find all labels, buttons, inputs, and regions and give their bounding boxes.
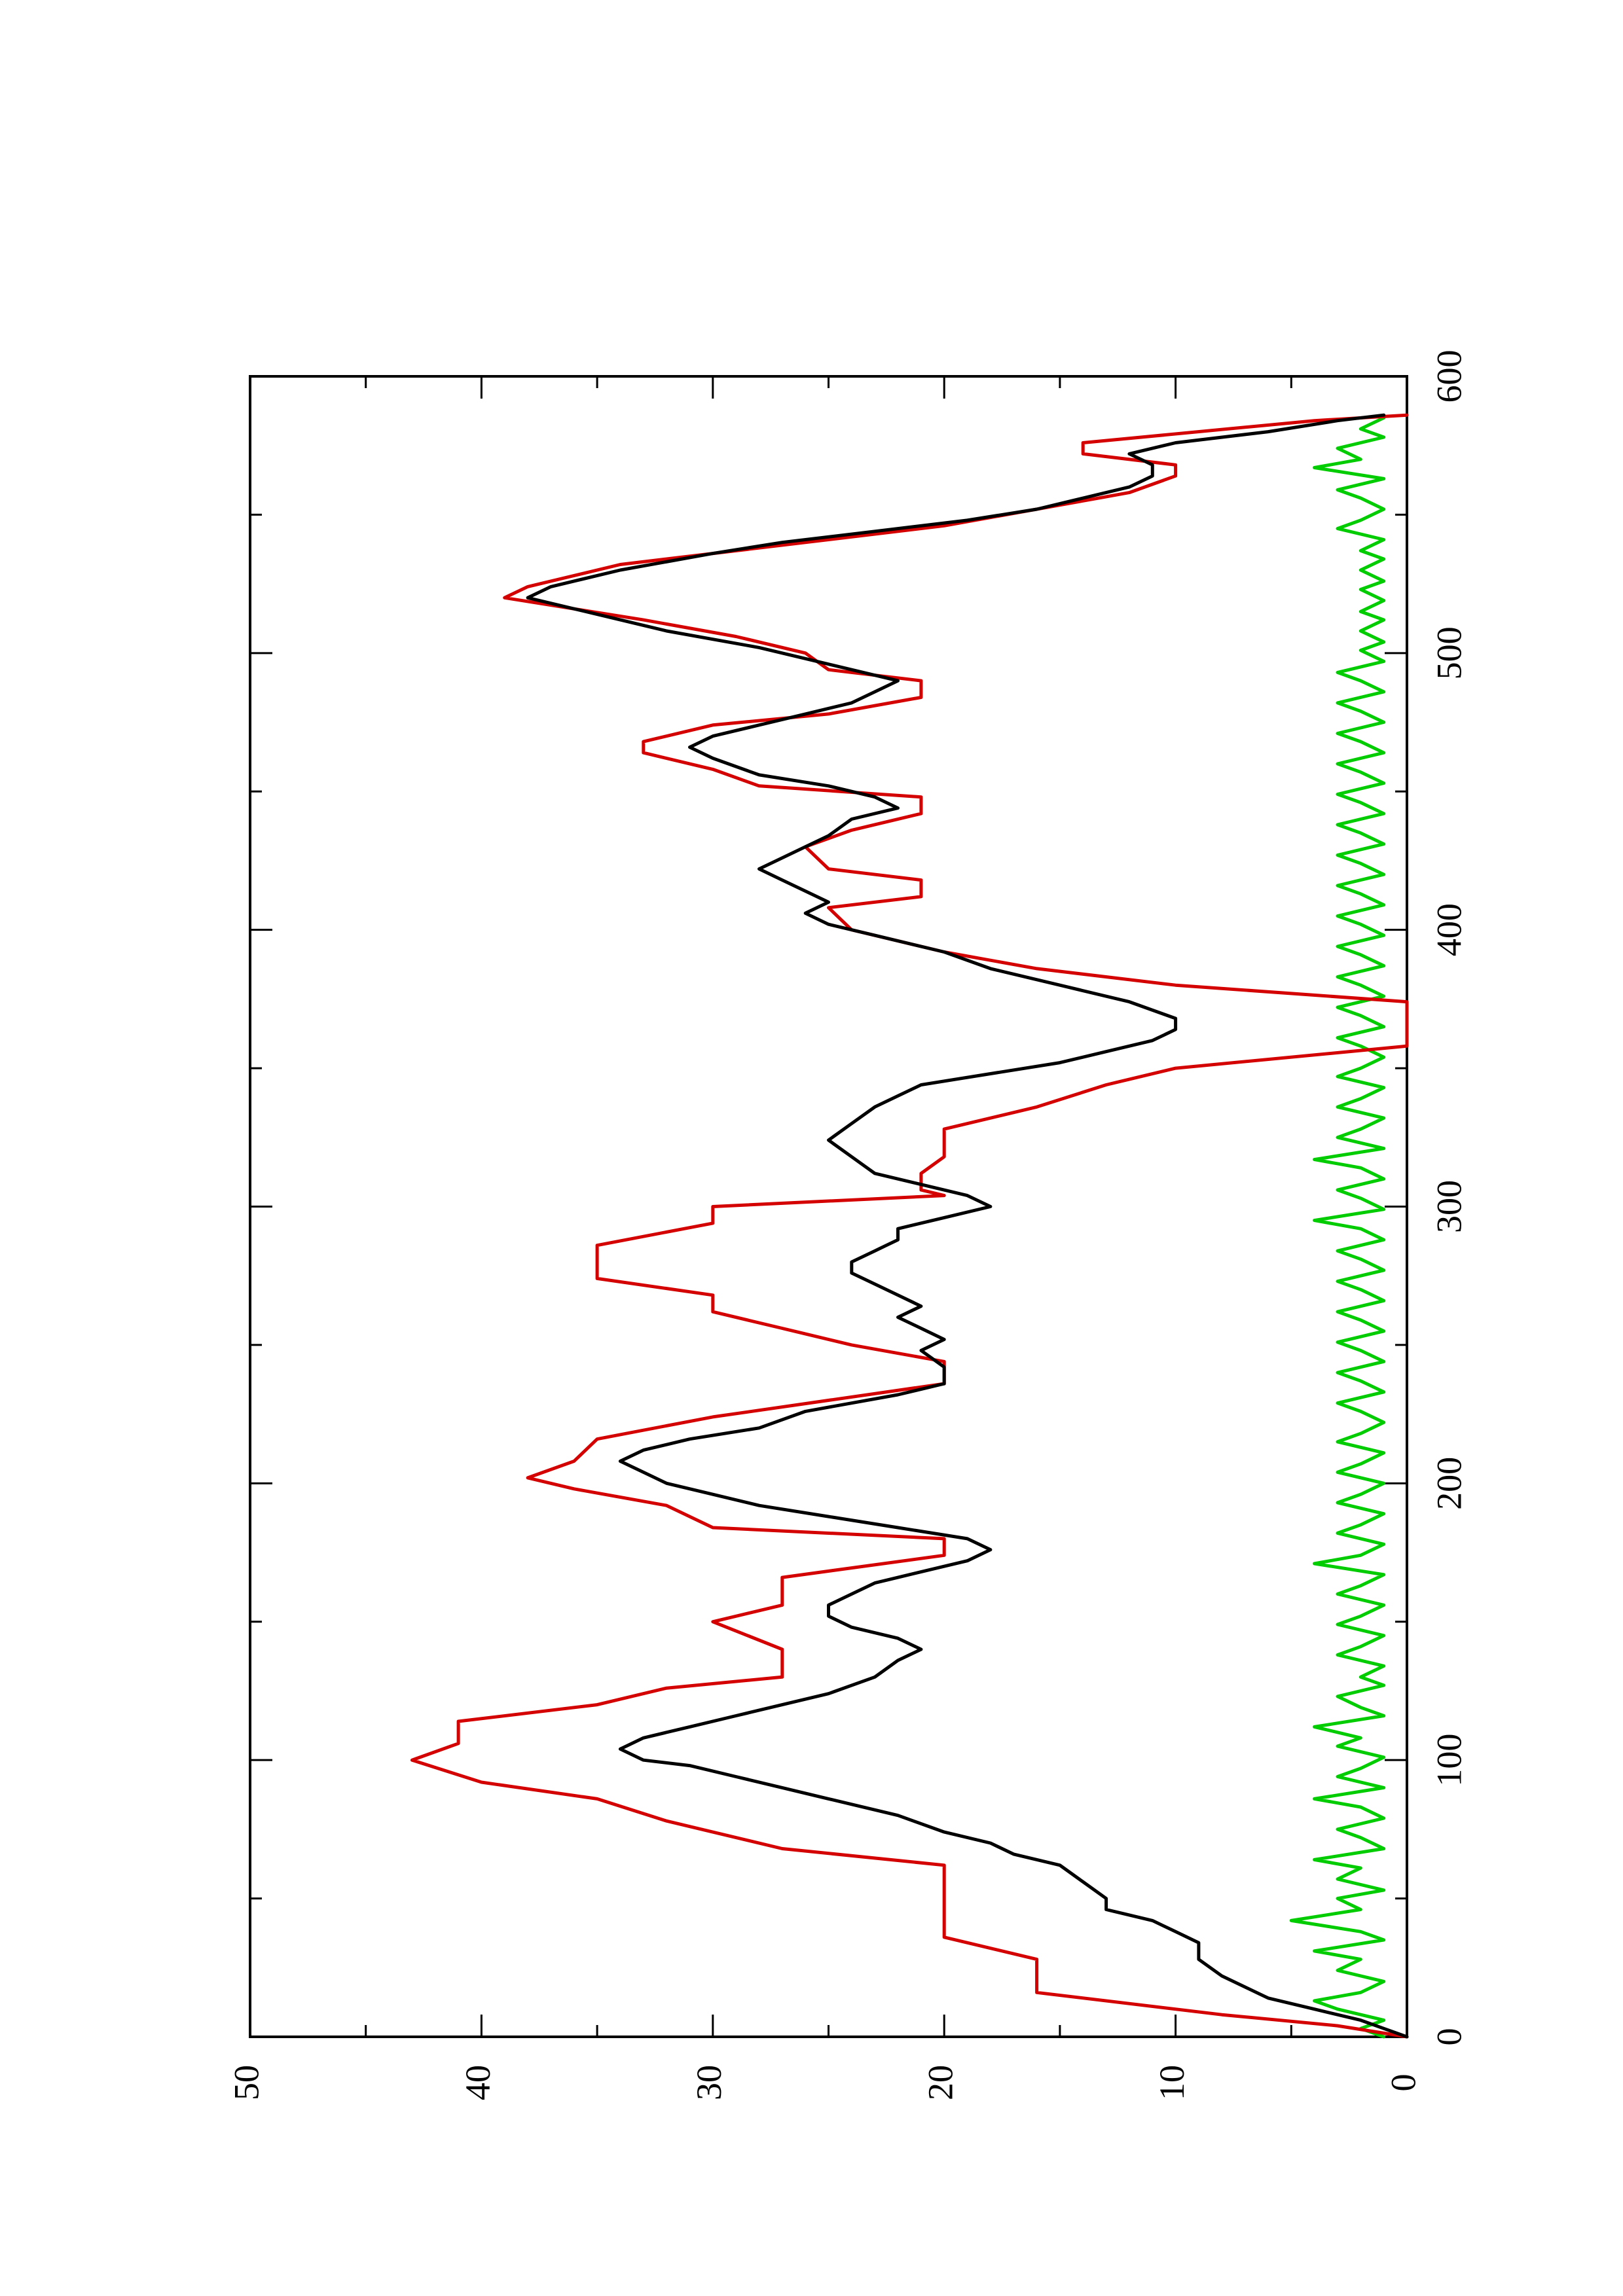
x-tick-label: 0 bbox=[1429, 2028, 1468, 2046]
y-tick-label: 50 bbox=[227, 2065, 266, 2100]
x-tick-label: 400 bbox=[1429, 903, 1468, 956]
series-layer bbox=[410, 413, 1409, 2039]
x-tick-label: 500 bbox=[1429, 626, 1468, 679]
axis-tick-labels: 0 100 200 300 400 500 600 0 10 20 30 40 50 bbox=[227, 350, 1468, 2101]
series-line-red bbox=[410, 413, 1409, 2039]
series-line-green bbox=[1289, 416, 1386, 2039]
y-tick-label: 0 bbox=[1383, 2074, 1423, 2092]
y-tick-label: 20 bbox=[921, 2065, 960, 2100]
y-tick-label: 30 bbox=[689, 2065, 729, 2100]
x-tick-label: 200 bbox=[1429, 1457, 1468, 1510]
y-tick-label: 40 bbox=[458, 2065, 498, 2100]
plot-frame bbox=[249, 375, 1408, 2038]
x-tick-label: 300 bbox=[1429, 1180, 1468, 1233]
series-line-black bbox=[526, 413, 1409, 2039]
axis-ticks bbox=[249, 375, 1408, 2038]
x-tick-label: 100 bbox=[1429, 1734, 1468, 1787]
x-tick-label: 600 bbox=[1429, 350, 1468, 403]
y-tick-label: 10 bbox=[1152, 2065, 1192, 2100]
plot-border bbox=[249, 375, 1408, 2038]
